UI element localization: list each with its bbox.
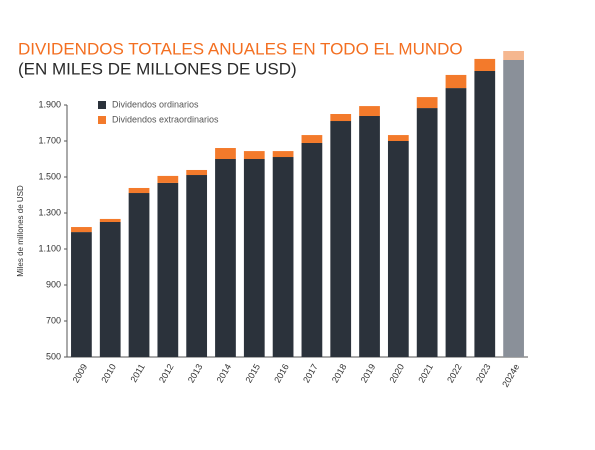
bar-segment bbox=[387, 141, 409, 357]
bar-segment bbox=[99, 218, 121, 222]
bar-segment bbox=[128, 187, 150, 194]
x-tick-label: 2023 bbox=[474, 362, 493, 384]
bar-segment bbox=[186, 169, 208, 176]
legend-swatch bbox=[98, 116, 106, 124]
chart-title: DIVIDENDOS TOTALES ANUALES EN TODO EL MU… bbox=[18, 39, 463, 58]
y-tick-label: 1.100 bbox=[38, 243, 61, 253]
x-tick-label: 2009 bbox=[71, 362, 90, 384]
bar-segment bbox=[272, 157, 294, 357]
bar-segment bbox=[445, 74, 467, 89]
y-tick-label: 1.900 bbox=[38, 99, 61, 109]
bar-segment bbox=[71, 227, 92, 233]
bar-segment bbox=[128, 193, 150, 357]
x-tick-label: 2015 bbox=[243, 362, 262, 384]
bar-segment bbox=[99, 222, 121, 357]
bar-segment bbox=[359, 115, 380, 357]
bar-segment bbox=[503, 60, 524, 357]
bar-segment bbox=[330, 114, 352, 122]
bar-segment bbox=[416, 108, 438, 357]
y-tick-label: 1.500 bbox=[38, 171, 61, 181]
y-tick-label: 1.300 bbox=[38, 207, 61, 217]
x-tick-label: 2013 bbox=[186, 362, 205, 384]
x-tick-label: 2019 bbox=[359, 362, 378, 384]
x-tick-label: 2014 bbox=[215, 362, 234, 384]
y-tick-label: 700 bbox=[46, 315, 61, 325]
x-tick-label: 2022 bbox=[445, 362, 464, 384]
bar-segment bbox=[387, 135, 409, 141]
bar-segment bbox=[157, 175, 179, 183]
x-tick-label: 2017 bbox=[301, 362, 320, 384]
x-tick-label: 2010 bbox=[99, 362, 118, 384]
bar-segment bbox=[474, 70, 496, 357]
bar-segment bbox=[330, 121, 352, 358]
x-tick-label: 2016 bbox=[272, 362, 291, 384]
bar-segment bbox=[301, 142, 323, 357]
bar-segment bbox=[215, 159, 236, 357]
bar-segment bbox=[71, 232, 92, 357]
bar-segment bbox=[243, 159, 265, 357]
x-tick-label: 2012 bbox=[157, 362, 176, 384]
legend-text: Dividendos ordinarios bbox=[112, 99, 199, 109]
bar-segment bbox=[243, 151, 265, 159]
legend-swatch bbox=[98, 101, 106, 109]
bar-segment bbox=[474, 58, 496, 71]
x-tick-label: 2018 bbox=[330, 362, 349, 384]
x-tick-label: 2021 bbox=[416, 362, 435, 384]
bar-segment bbox=[359, 106, 380, 116]
bar-segment bbox=[301, 135, 323, 143]
chart-subtitle: (EN MILES DE MILLONES DE USD) bbox=[18, 59, 297, 78]
bar-segment bbox=[157, 182, 179, 357]
bar-segment bbox=[503, 51, 524, 60]
bar-segment bbox=[186, 175, 208, 357]
x-tick-label: 2024e bbox=[500, 362, 521, 389]
bar-segment bbox=[272, 151, 294, 158]
legend-text: Dividendos extraordinarios bbox=[112, 114, 219, 124]
x-tick-label: 2020 bbox=[387, 362, 406, 384]
y-tick-label: 500 bbox=[46, 351, 61, 361]
bar-segment bbox=[215, 148, 236, 159]
bar-segment bbox=[445, 88, 467, 357]
y-axis-label: Miles de millones de USD bbox=[16, 185, 25, 277]
x-tick-label: 2011 bbox=[128, 362, 146, 384]
bar-segment bbox=[416, 97, 438, 109]
y-tick-label: 1.700 bbox=[38, 135, 61, 145]
y-tick-label: 900 bbox=[46, 279, 61, 289]
